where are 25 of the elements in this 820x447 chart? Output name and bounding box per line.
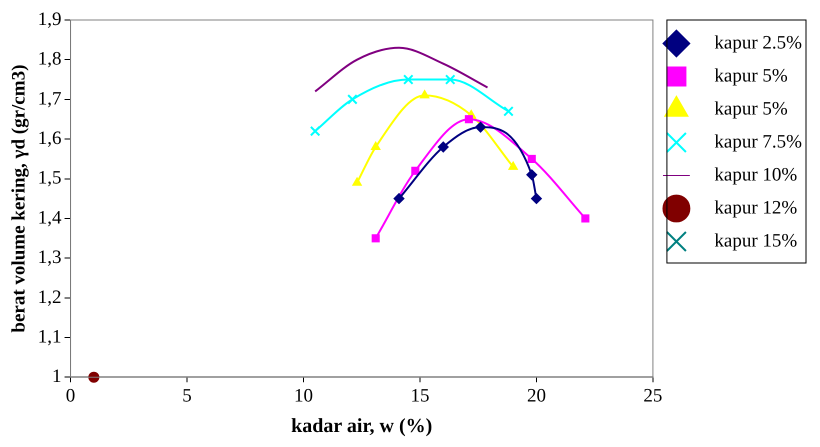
legend-label: kapur 2.5% <box>695 32 802 54</box>
legend-label: kapur 5% <box>695 65 788 86</box>
x-tick-label: 0 <box>66 386 76 407</box>
y-tick-label: 1,4 <box>38 207 62 228</box>
x-tick-label: 20 <box>526 386 546 407</box>
y-tick-label: 1,6 <box>38 128 62 150</box>
x-tick-label: 15 <box>410 386 430 407</box>
y-tick-label: 1,8 <box>38 48 62 70</box>
x-tick-label: 10 <box>294 386 313 407</box>
x-tick-label: 25 <box>643 386 662 407</box>
legend-label: kapur 7.5% <box>695 131 802 152</box>
y-tick-label: 1,3 <box>38 247 62 268</box>
y-tick-label: 1 <box>52 366 62 388</box>
legend-label: kapur 10% <box>695 164 798 186</box>
y-tick-label: 1,5 <box>38 168 62 189</box>
legend-label: kapur 5% <box>695 98 788 120</box>
y-axis-title: berat volume kering, γd (gr/cm3) <box>8 64 30 333</box>
x-axis-title: kadar air, w (%) <box>291 415 432 438</box>
y-tick-label: 1,1 <box>38 326 62 348</box>
legend-label: kapur 15% <box>695 230 798 252</box>
y-tick-label: 1,7 <box>38 88 62 110</box>
x-tick-label: 5 <box>182 386 192 407</box>
legend-label: kapur 12% <box>695 197 798 218</box>
y-tick-label: 1,9 <box>38 8 62 30</box>
y-tick-label: 1,2 <box>38 286 62 308</box>
